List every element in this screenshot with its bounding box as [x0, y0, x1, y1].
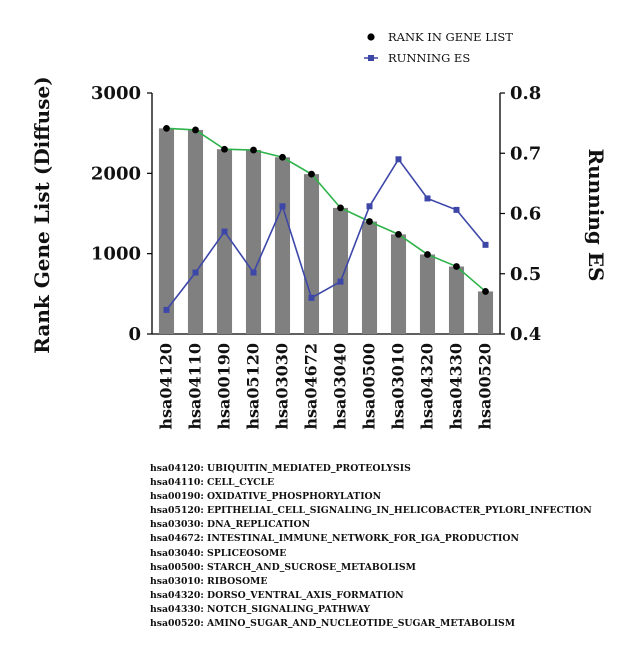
x-tick-label: hsa04330 [447, 343, 466, 430]
rank-point [221, 145, 228, 153]
rank-point [337, 204, 344, 212]
es-point [366, 203, 373, 210]
category-key-item: hsa03010: RIBOSOME [150, 575, 268, 587]
category-key-item: hsa03030: DNA_REPLICATION [150, 519, 311, 531]
rank-point [366, 218, 373, 225]
es-point [192, 269, 199, 276]
category-key-item: hsa04330: NOTCH_SIGNALING_PATHWAY [150, 603, 371, 615]
y-tick-label: 1000 [91, 244, 141, 265]
rank-point [453, 263, 460, 270]
category-key-item: hsa04120: UBIQUITIN_MEDIATED_PROTEOLYSIS [150, 463, 411, 474]
rank-point [424, 251, 431, 258]
rank-point [192, 126, 199, 134]
y-axis-title: Rank Gene List (Diffuse) [30, 76, 54, 353]
rank-point [482, 288, 489, 295]
es-point [308, 294, 315, 301]
legend-es-marker [368, 55, 374, 61]
y-tick-label: 3000 [91, 83, 141, 104]
bar [477, 291, 494, 334]
bar [187, 129, 204, 334]
x-tick-label: hsa03010 [389, 343, 408, 430]
category-key-item: hsa05120: EPITHELIAL_CELL_SIGNALING_IN_H… [150, 505, 592, 517]
category-key-item: hsa04320: DORSO_VENTRAL_AXIS_FORMATION [150, 589, 404, 601]
x-tick-label: hsa05120 [244, 343, 263, 430]
bar [390, 234, 407, 334]
es-point [424, 195, 431, 202]
category-key-item: hsa04672: INTESTINAL_IMMUNE_NETWORK_FOR_… [150, 533, 519, 545]
legend-rank-label: RANK IN GENE LIST [388, 30, 513, 44]
rank-point [308, 170, 315, 178]
x-tick-label: hsa04672 [302, 343, 321, 430]
es-point [482, 241, 489, 248]
y2-tick-label: 0.6 [510, 204, 541, 225]
es-point [250, 269, 257, 276]
x-tick-label: hsa00520 [476, 343, 495, 430]
rank-point [250, 146, 257, 154]
category-key-item: hsa00190: OXIDATIVE_PHOSPHORYLATION [150, 491, 382, 503]
bar [158, 128, 175, 334]
category-key-item: hsa03040: SPLICEOSOME [150, 547, 287, 559]
y2-tick-label: 0.8 [510, 83, 541, 104]
category-key-item: hsa00500: STARCH_AND_SUCROSE_METABOLISM [150, 561, 416, 573]
es-point [279, 203, 286, 210]
y2-tick-label: 0.5 [510, 264, 541, 285]
bar [216, 149, 233, 334]
y2-tick-label: 0.7 [510, 143, 541, 164]
y-tick-label: 0 [128, 324, 141, 345]
x-tick-label: hsa04320 [418, 343, 437, 430]
category-key-list: hsa04120: UBIQUITIN_MEDIATED_PROTEOLYSIS… [150, 462, 592, 631]
y-tick-label: 2000 [91, 163, 141, 184]
x-tick-label: hsa04120 [157, 343, 176, 430]
es-point [337, 278, 344, 285]
chart: RANK IN GENE LIST RUNNING ES Rank Gene L… [30, 30, 608, 430]
bar [448, 266, 465, 334]
es-point [395, 156, 402, 163]
x-tick-label: hsa03030 [273, 343, 292, 430]
es-point [221, 228, 228, 235]
bar [419, 254, 436, 334]
rank-point [163, 124, 170, 132]
x-tick-label: hsa00190 [215, 343, 234, 430]
bar [303, 174, 320, 334]
es-line [165, 157, 487, 311]
category-key-item: hsa00520: AMINO_SUGAR_AND_NUCLEOTIDE_SUG… [150, 618, 516, 630]
x-tick-label: hsa03040 [331, 343, 350, 430]
bar [332, 207, 349, 334]
x-tick-label: hsa00500 [360, 343, 379, 430]
legend-rank-marker [367, 33, 375, 41]
bar [245, 150, 262, 334]
x-tick-label: hsa04110 [186, 343, 205, 430]
bar [274, 157, 291, 334]
es-point [453, 206, 460, 213]
rank-point [395, 230, 402, 238]
es-point [163, 306, 170, 313]
rank-point [279, 153, 286, 161]
legend-es-label: RUNNING ES [388, 51, 470, 65]
bar [361, 221, 378, 334]
category-key-item: hsa04110: CELL_CYCLE [150, 477, 275, 489]
y2-axis-title: Running ES [584, 148, 608, 281]
rank-line [166, 127, 487, 293]
y2-tick-label: 0.4 [510, 324, 541, 345]
legend: RANK IN GENE LIST RUNNING ES [364, 30, 513, 65]
